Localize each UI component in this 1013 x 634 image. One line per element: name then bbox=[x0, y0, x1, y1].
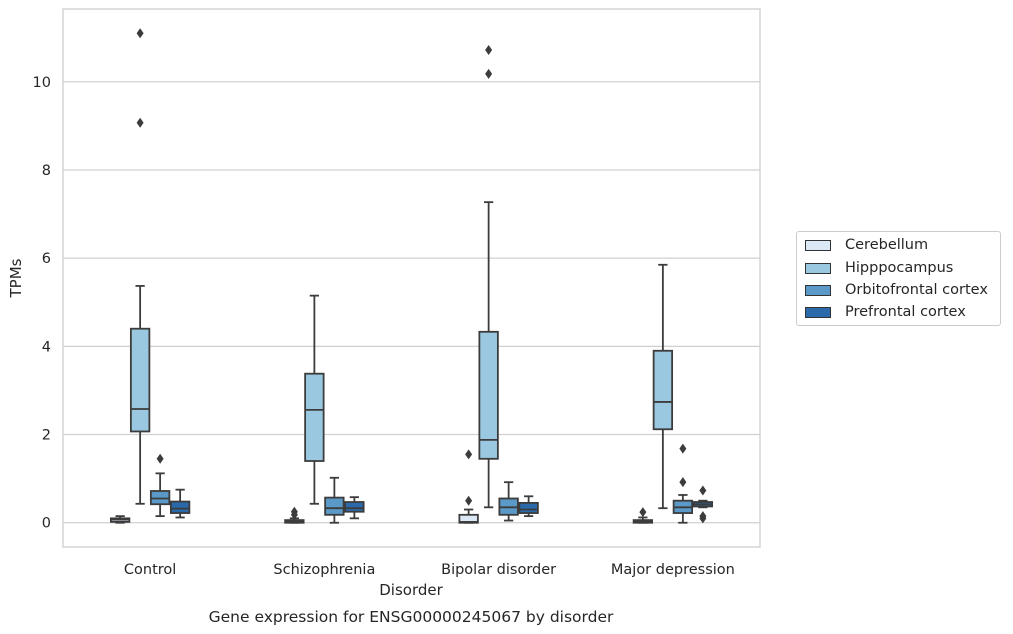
box-hipppocampus bbox=[478, 45, 499, 509]
plot-frame bbox=[62, 8, 761, 548]
box-cerebellum bbox=[109, 515, 131, 524]
box-hipppocampus bbox=[304, 294, 325, 505]
box-body bbox=[344, 501, 365, 513]
y-tick-label: 4 bbox=[42, 339, 51, 355]
outlier-point bbox=[465, 449, 473, 460]
legend-item-cerebellum: Cerebellum bbox=[805, 236, 928, 254]
x-tick-label: Control bbox=[124, 562, 176, 578]
box-cerebellum bbox=[632, 507, 654, 524]
x-tick-label: Bipolar disorder bbox=[441, 562, 556, 578]
box-orbitofrontal-cortex bbox=[672, 443, 694, 524]
legend: Cerebellum Hipppocampus Orbitofrontal co… bbox=[796, 231, 1001, 326]
box-body bbox=[324, 496, 345, 516]
outlier-point bbox=[679, 477, 687, 488]
x-tick-label: Schizophrenia bbox=[273, 562, 375, 578]
box-body bbox=[304, 372, 325, 462]
box-body bbox=[169, 500, 191, 514]
box-prefrontal-cortex bbox=[692, 485, 714, 524]
box-body bbox=[478, 330, 499, 460]
legend-item-orbitofrontal-cortex: Orbitofrontal cortex bbox=[805, 281, 988, 299]
legend-label: Prefrontal cortex bbox=[845, 304, 966, 320]
legend-item-hippocampus: Hipppocampus bbox=[805, 259, 953, 277]
y-tick-label: 8 bbox=[42, 163, 51, 179]
legend-label: Hipppocampus bbox=[845, 260, 954, 276]
outlier-point bbox=[290, 506, 298, 517]
box-orbitofrontal-cortex bbox=[498, 481, 519, 522]
box-orbitofrontal-cortex bbox=[324, 476, 345, 524]
x-tick-label: Major depression bbox=[611, 562, 735, 578]
legend-item-prefrontal-cortex: Prefrontal cortex bbox=[805, 303, 966, 321]
box-cerebellum bbox=[284, 506, 305, 524]
x-axis-label: Disorder bbox=[379, 581, 443, 599]
legend-label: Orbitofrontal cortex bbox=[845, 282, 988, 298]
outlier-point bbox=[485, 68, 493, 79]
box-prefrontal-cortex bbox=[169, 488, 191, 519]
y-tick-label: 2 bbox=[42, 428, 51, 444]
box-prefrontal-cortex bbox=[518, 495, 539, 518]
y-tick-label: 6 bbox=[42, 251, 51, 267]
legend-swatch-cerebellum bbox=[805, 239, 831, 251]
chart-caption: Gene expression for ENSG00000245067 by d… bbox=[209, 608, 614, 626]
outlier-point bbox=[699, 485, 707, 496]
outlier-point bbox=[136, 28, 144, 39]
y-tick-label: 0 bbox=[42, 516, 51, 532]
y-tick-label: 10 bbox=[33, 75, 51, 91]
outlier-point bbox=[679, 443, 687, 454]
outlier-point bbox=[465, 495, 473, 506]
y-axis-label: TPMs bbox=[7, 258, 25, 298]
box-body bbox=[652, 349, 674, 431]
legend-swatch-orbitofrontal-cortex bbox=[805, 284, 831, 296]
box-prefrontal-cortex bbox=[344, 496, 365, 520]
legend-swatch-hippocampus bbox=[805, 262, 831, 274]
box-body bbox=[129, 327, 151, 433]
box-cerebellum bbox=[458, 449, 479, 524]
outlier-point bbox=[639, 507, 647, 518]
outlier-point bbox=[699, 511, 707, 522]
box-hipppocampus bbox=[129, 28, 151, 505]
box-body bbox=[518, 502, 539, 514]
outlier-point bbox=[136, 117, 144, 128]
legend-swatch-prefrontal-cortex bbox=[805, 306, 831, 318]
outlier-point bbox=[485, 45, 493, 56]
legend-label: Cerebellum bbox=[845, 237, 929, 253]
box-hipppocampus bbox=[652, 263, 674, 510]
outlier-point bbox=[156, 453, 164, 464]
box-orbitofrontal-cortex bbox=[149, 453, 171, 518]
